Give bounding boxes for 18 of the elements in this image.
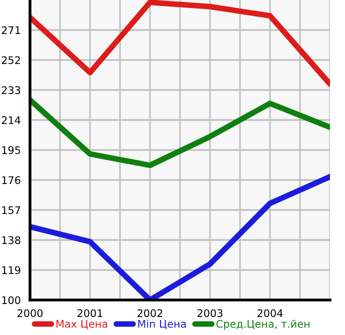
y-tick-label: 195 [2,146,20,154]
y-tick-label: 119 [2,266,20,274]
y-tick-label: 252 [2,56,20,64]
y-tick-label: 157 [2,206,20,214]
y-tick-label: 233 [2,86,20,94]
y-tick-label: 176 [2,176,20,184]
x-tick-label: 2000 [18,309,43,318]
x-tick-label: 2003 [198,309,222,318]
y-tick-label: 138 [2,236,20,244]
x-tick-label: 2002 [138,309,162,318]
y-tick-label: 271 [2,26,20,34]
x-tick-label: 2004 [258,309,283,318]
legend-label: Сред.Цена, т.йен [216,320,310,330]
y-tick-label: 214 [2,116,20,124]
y-tick-label: 100 [2,296,20,304]
x-tick-label: 2001 [78,309,102,318]
legend-label: Max Цена [56,320,108,330]
legend-label: Min Цена [138,320,186,330]
